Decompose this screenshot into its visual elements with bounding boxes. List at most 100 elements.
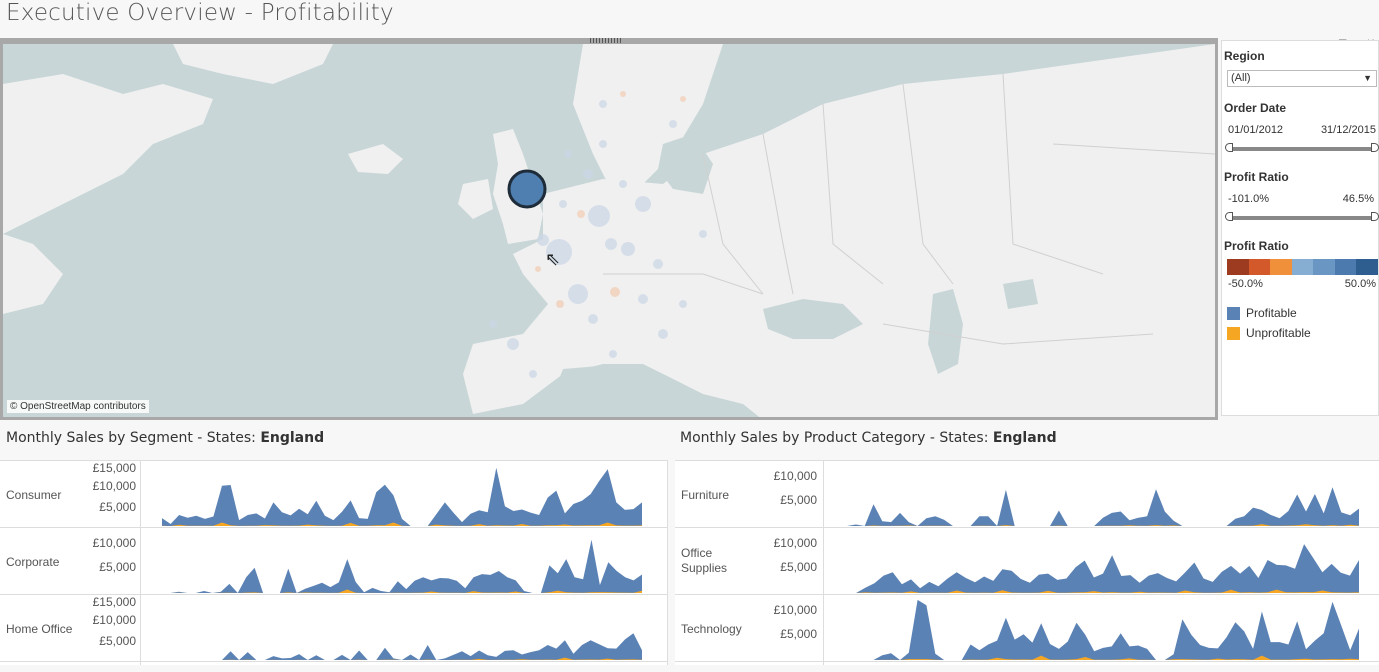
legend-min: -50.0% (1228, 278, 1263, 290)
aral-sea (1003, 279, 1038, 309)
unprofitable-area[interactable] (847, 589, 1359, 593)
baltic-sea (658, 134, 713, 194)
row-label: Office Supplies (681, 546, 728, 575)
profit-ratio-max: 46.5% (1342, 193, 1374, 205)
y-tick-label: £15,000 (92, 595, 136, 609)
legend-profitable[interactable]: Profitable (1227, 306, 1297, 320)
profit-ratio-filter-title: Profit Ratio (1224, 170, 1289, 184)
profitable-area[interactable] (162, 633, 642, 660)
unprofitable-bubbles (535, 91, 686, 308)
row-label: Furniture (681, 488, 730, 502)
canada-land (3, 234, 63, 314)
chart-row: Office Supplies £10,000 £5,000 (675, 528, 1379, 595)
legend-max: 50.0% (1344, 278, 1376, 290)
category-chart-title: Monthly Sales by Product Category - Stat… (680, 430, 1057, 446)
profitable-area[interactable] (162, 539, 642, 593)
profitable-swatch (1227, 306, 1240, 320)
profit-ratio-max-handle[interactable] (1371, 212, 1379, 221)
ramp-step-3 (1291, 259, 1314, 275)
axis-separator (823, 461, 824, 665)
england-bubble[interactable] (507, 169, 547, 209)
legend-profitable-label: Profitable (1246, 306, 1297, 320)
y-tick-label: £5,000 (780, 560, 817, 574)
ramp-step-1 (1248, 259, 1271, 275)
y-tick-label: £5,000 (780, 627, 817, 641)
ramp-step-4 (1313, 259, 1335, 275)
unprofitable-area[interactable] (162, 657, 642, 660)
ramp-step-6 (1356, 259, 1379, 275)
unprofitable-area[interactable] (162, 522, 642, 527)
ramp-step-5 (1334, 259, 1357, 275)
chart-row: Corporate £10,000 £5,000 (0, 528, 667, 595)
legend-unprofitable-label: Unprofitable (1246, 326, 1311, 340)
chart-row: Furniture £10,000 £5,000 (675, 461, 1379, 528)
row-label: Technology (681, 622, 742, 636)
y-tick-label: £10,000 (92, 613, 136, 627)
mouse-cursor-icon: ⇖ (545, 249, 561, 270)
greenland-land (173, 44, 333, 84)
unprofitable-area[interactable] (847, 655, 1359, 660)
row-label: Corporate (6, 555, 60, 569)
area-plot[interactable] (847, 530, 1359, 593)
map-canvas[interactable] (3, 44, 1215, 420)
segment-title-state: England (260, 430, 325, 446)
y-tick-label: £10,000 (773, 469, 817, 483)
area-plot[interactable] (162, 463, 642, 526)
profit-ratio-min-handle[interactable] (1225, 212, 1233, 221)
chevron-down-icon: ▼ (1363, 73, 1372, 83)
row-label: Consumer (6, 488, 62, 502)
ramp-step-0 (1227, 259, 1249, 275)
area-plot[interactable] (162, 530, 642, 593)
order-date-end: 31/12/2015 (1320, 124, 1376, 136)
country-borders (603, 73, 1215, 345)
order-date-start-handle[interactable] (1225, 143, 1233, 152)
chart-row: Technology £10,000 £5,000 (675, 595, 1379, 662)
area-plot[interactable] (847, 597, 1359, 660)
mediterranean-sea (544, 364, 760, 417)
profit-ratio-min: -101.0% (1228, 193, 1269, 205)
caspian-sea (928, 289, 963, 374)
profitable-area[interactable] (847, 599, 1359, 660)
state-bubbles (489, 100, 707, 378)
chart-row: Home Office £15,000 £10,000 £5,000 (0, 595, 667, 662)
area-plot[interactable] (162, 597, 642, 660)
profitable-area[interactable] (162, 467, 642, 526)
y-tick-label: £5,000 (99, 500, 136, 514)
ramp-step-2 (1270, 259, 1292, 275)
order-date-start: 01/01/2012 (1228, 124, 1284, 136)
region-filter-title: Region (1224, 49, 1265, 63)
y-tick-label: £10,000 (92, 536, 136, 550)
north-america-land (3, 74, 213, 234)
area-plot[interactable] (847, 463, 1359, 526)
segment-chart-title: Monthly Sales by Segment - States: Engla… (6, 430, 324, 446)
region-select[interactable]: (All) ▼ (1227, 70, 1377, 87)
order-date-title: Order Date (1224, 101, 1287, 115)
category-chart[interactable]: Furniture £10,000 £5,000 Office Supplies £10… (675, 460, 1379, 665)
axis-separator (140, 461, 141, 665)
profitable-area[interactable] (847, 487, 1359, 526)
category-title-state: England (992, 430, 1057, 446)
drag-handle[interactable] (590, 38, 622, 43)
segment-chart[interactable]: Consumer £15,000 £10,000 £5,000 Corporate £10… (0, 460, 668, 665)
scandinavia-land (573, 44, 723, 194)
profit-ratio-color-ramp (1227, 259, 1379, 275)
y-tick-label: £5,000 (780, 493, 817, 507)
segment-title-prefix: Monthly Sales by Segment - States: (6, 430, 261, 446)
y-tick-label: £10,000 (773, 603, 817, 617)
order-date-slider[interactable] (1225, 143, 1379, 152)
filters-panel: Region (All) ▼ Order Date 01/01/2012 31/… (1221, 40, 1379, 416)
unprofitable-area[interactable] (847, 524, 1359, 526)
eurasia-land (463, 44, 1215, 417)
map-attribution: © OpenStreetMap contributors (7, 400, 149, 413)
y-tick-label: £5,000 (99, 560, 136, 574)
profitable-area[interactable] (847, 544, 1359, 593)
map-view[interactable]: © OpenStreetMap contributors (0, 38, 1218, 420)
ireland-land (458, 179, 493, 219)
category-title-prefix: Monthly Sales by Product Category - Stat… (680, 430, 993, 446)
order-date-end-handle[interactable] (1371, 143, 1379, 152)
unprofitable-area[interactable] (162, 589, 642, 594)
black-sea (763, 299, 863, 339)
profit-ratio-slider[interactable] (1225, 212, 1379, 221)
legend-unprofitable[interactable]: Unprofitable (1227, 326, 1311, 340)
y-tick-label: £10,000 (92, 479, 136, 493)
